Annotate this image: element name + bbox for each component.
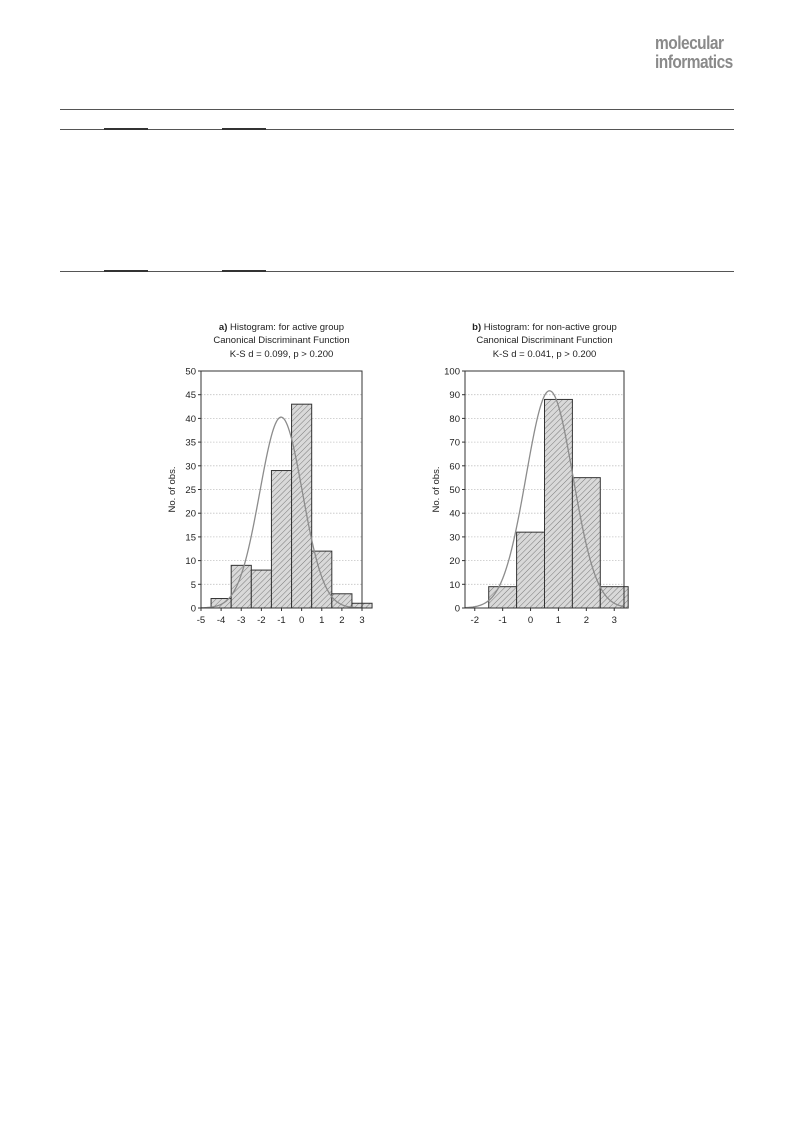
x-tick-label: 1	[556, 615, 561, 626]
y-tick-label: 0	[191, 604, 196, 615]
chart-subtitle: Canonical Discriminant Function	[213, 335, 349, 346]
y-tick-label: 50	[185, 367, 196, 378]
y-tick-label: 40	[449, 509, 460, 520]
y-tick-label: 50	[449, 485, 460, 496]
y-tick-label: 80	[449, 414, 460, 425]
y-tick-label: 30	[185, 461, 196, 472]
histogram-bar	[250, 569, 272, 609]
table-column-marker	[222, 270, 266, 272]
y-tick-label: 10	[185, 556, 196, 567]
x-tick-label: -3	[237, 615, 245, 626]
histogram-bar	[516, 531, 546, 609]
journal-logo: molecular informatics	[655, 34, 733, 72]
figure-histograms: a) Histogram: for active group Canonical …	[167, 322, 629, 626]
chart-subtitle: Canonical Discriminant Function	[476, 335, 612, 346]
x-tick-label: 2	[339, 615, 344, 626]
x-tick-label: 0	[299, 615, 304, 626]
y-tick-label: 100	[444, 367, 460, 378]
chart-subtitle: K-S d = 0.041, p > 0.200	[493, 349, 597, 360]
chart-title: a) Histogram: for active group	[219, 322, 344, 333]
y-tick-label: 30	[449, 532, 460, 543]
x-tick-label: 2	[584, 615, 589, 626]
histogram-bar	[488, 586, 518, 609]
y-tick-label: 45	[185, 390, 196, 401]
x-tick-label: 3	[612, 615, 617, 626]
chart-title: b) Histogram: for non-active group	[472, 322, 617, 333]
table-bottom-rule	[60, 271, 734, 272]
y-tick-label: 0	[455, 604, 460, 615]
table-column-marker	[104, 270, 148, 272]
y-tick-label: 40	[185, 414, 196, 425]
x-tick-label: 0	[528, 615, 533, 626]
x-tick-label: 1	[319, 615, 324, 626]
y-axis-label: No. of obs.	[167, 467, 178, 513]
logo-line-2: informatics	[655, 52, 733, 72]
y-tick-label: 25	[185, 485, 196, 496]
logo-line-1: molecular	[655, 33, 724, 53]
histogram-bar	[331, 593, 353, 609]
y-tick-label: 15	[185, 532, 196, 543]
normal-fit-curve	[200, 416, 363, 609]
x-tick-label: -5	[197, 615, 205, 626]
y-tick-label: 20	[185, 509, 196, 520]
y-tick-label: 10	[449, 580, 460, 591]
y-tick-label: 35	[185, 438, 196, 449]
x-tick-label: -1	[277, 615, 285, 626]
histogram-bar	[544, 398, 573, 609]
histogram-bar	[270, 470, 293, 609]
chart-subtitle: K-S d = 0.099, p > 0.200	[230, 349, 334, 360]
x-tick-label: 3	[359, 615, 364, 626]
x-tick-label: -1	[498, 615, 506, 626]
histogram-bar	[311, 550, 333, 609]
y-tick-label: 5	[191, 580, 196, 591]
histogram-bar	[291, 403, 313, 609]
table-column-marker	[222, 128, 266, 130]
histogram-bar	[230, 564, 252, 609]
x-tick-label: -2	[257, 615, 265, 626]
table-top-rule	[60, 109, 734, 110]
x-tick-label: -4	[217, 615, 225, 626]
y-tick-label: 60	[449, 461, 460, 472]
normal-fit-curve	[464, 390, 625, 609]
x-tick-label: -2	[471, 615, 479, 626]
y-tick-label: 70	[449, 438, 460, 449]
y-tick-label: 90	[449, 390, 460, 401]
table-header-rule	[60, 129, 734, 130]
y-tick-label: 20	[449, 556, 460, 567]
y-axis-label: No. of obs.	[431, 467, 442, 513]
table-column-marker	[104, 128, 148, 130]
